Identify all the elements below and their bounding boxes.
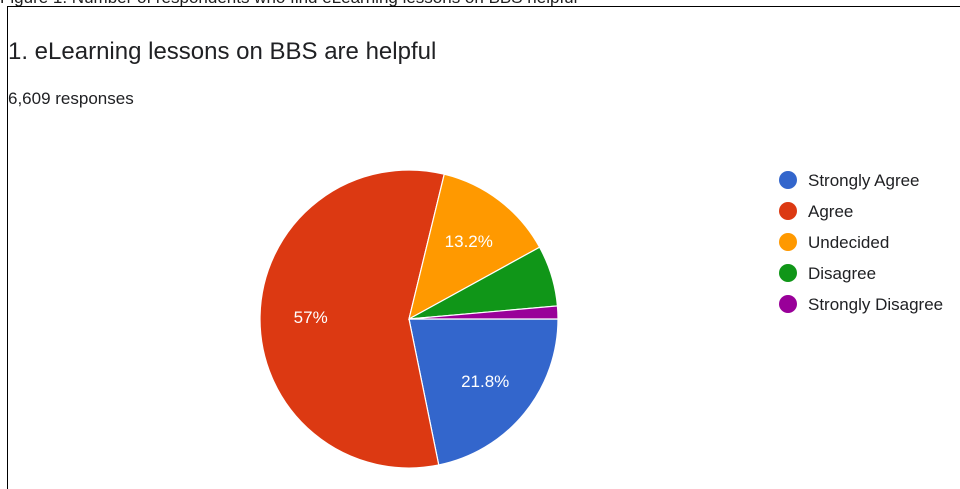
slice-label-undecided: 13.2% bbox=[445, 232, 493, 251]
chart-title: 1. eLearning lessons on BBS are helpful bbox=[8, 38, 437, 65]
slice-label-agree: 57% bbox=[294, 308, 328, 327]
cropped-caption: Figure 1. Number of respondents who find… bbox=[0, 0, 960, 8]
legend-label-strongly-disagree: Strongly Disagree bbox=[808, 295, 943, 314]
legend-label-disagree: Disagree bbox=[808, 264, 876, 283]
response-count: 6,609 responses bbox=[8, 89, 134, 108]
pie-slice-strongly-agree bbox=[408, 318, 559, 466]
pie-slice-undecided bbox=[408, 173, 541, 321]
legend-label-strongly-agree: Strongly Agree bbox=[808, 171, 920, 190]
legend-label-agree: Agree bbox=[808, 202, 853, 221]
slice-label-strongly-agree: 21.8% bbox=[461, 372, 509, 391]
chart-legend: Strongly Agree Agree Undecided Disagree Stro… bbox=[779, 171, 943, 314]
legend-label-undecided: Undecided bbox=[808, 233, 889, 252]
legend-swatch-undecided bbox=[779, 233, 797, 251]
legend-swatch-strongly-agree bbox=[779, 171, 797, 189]
legend-swatch-agree bbox=[779, 202, 797, 220]
pie-slice-strongly-disagree bbox=[408, 305, 559, 320]
pie-slices bbox=[259, 169, 559, 469]
pie-slice-labels: 21.8% 57% 13.2% bbox=[294, 232, 510, 391]
legend-swatch-strongly-disagree bbox=[779, 295, 797, 313]
pie-slice-agree bbox=[259, 169, 445, 469]
legend-swatch-disagree bbox=[779, 264, 797, 282]
